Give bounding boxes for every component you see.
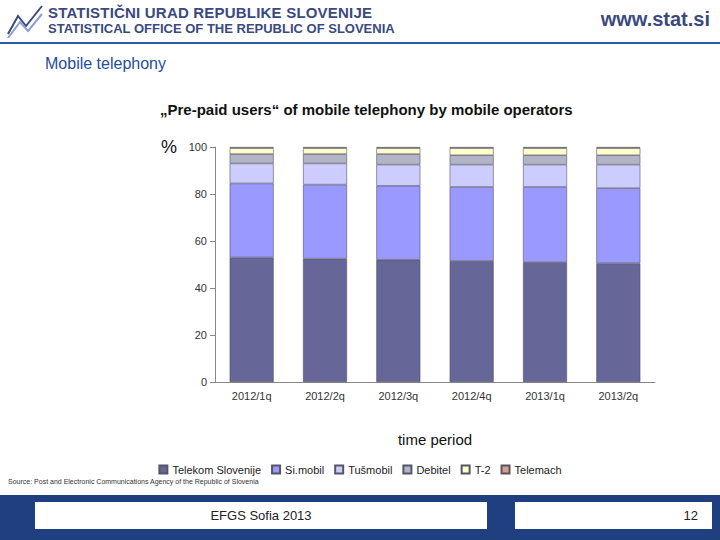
svg-text:„Pre-paid users“ of mobile tel: „Pre-paid users“ of mobile telephony by …	[160, 101, 573, 118]
svg-text:2012/2q: 2012/2q	[305, 390, 345, 402]
svg-text:20: 20	[195, 329, 207, 341]
svg-text:%: %	[161, 137, 177, 157]
html-text:EFGS Sofia 2013: EFGS Sofia 2013	[210, 508, 312, 523]
svg-text:Telemach: Telemach	[515, 464, 562, 476]
svg-text:2013/2q: 2013/2q	[598, 390, 638, 402]
svg-text:time period: time period	[398, 431, 472, 448]
svg-text:2013/1q: 2013/1q	[525, 390, 565, 402]
svg-text:2012/1q: 2012/1q	[232, 390, 272, 402]
html-text:Mobile telephony: Mobile telephony	[45, 55, 166, 72]
svg-text:2012/3q: 2012/3q	[378, 390, 418, 402]
svg-text:100: 100	[189, 141, 207, 153]
html-text:Source: Post and Electronic Co: Source: Post and Electronic Communicatio…	[8, 478, 259, 485]
svg-text:60: 60	[195, 235, 207, 247]
html-text:STATISTICAL OFFICE OF THE REPU: STATISTICAL OFFICE OF THE REPUBLIC OF SL…	[48, 21, 395, 36]
svg-text:Si.mobil: Si.mobil	[285, 464, 324, 476]
svg-text:40: 40	[195, 282, 207, 294]
svg-text:80: 80	[195, 188, 207, 200]
svg-text:T-2: T-2	[475, 464, 491, 476]
html-text:www.stat.si: www.stat.si	[600, 8, 710, 30]
svg-text:0: 0	[201, 376, 207, 388]
svg-text:Tušmobil: Tušmobil	[348, 464, 392, 476]
html-text:STATISTIČNI URAD REPUBLIKE SLO: STATISTIČNI URAD REPUBLIKE SLOVENIJE	[48, 4, 373, 21]
svg-text:Telekom Slovenije: Telekom Slovenije	[172, 464, 261, 476]
svg-text:Debitel: Debitel	[416, 464, 450, 476]
svg-text:2012/4q: 2012/4q	[452, 390, 492, 402]
html-text:12: 12	[683, 508, 698, 523]
